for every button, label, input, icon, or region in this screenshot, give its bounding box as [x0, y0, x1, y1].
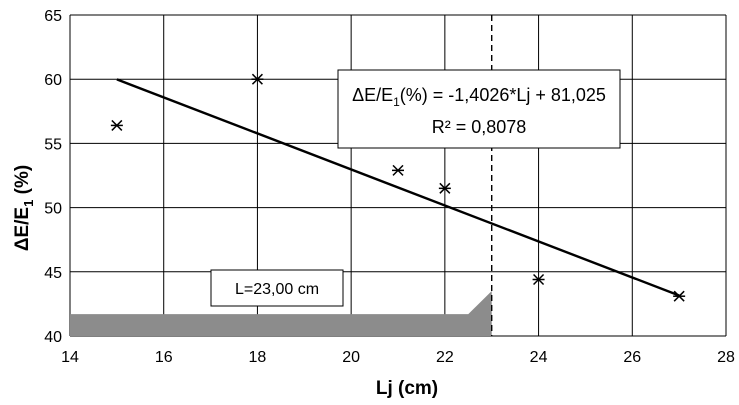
y-tick-label: 45 [44, 265, 62, 282]
data-point [673, 290, 686, 302]
y-tick-label: 50 [44, 201, 62, 218]
length-note-label: L=23,00 cm [235, 281, 319, 298]
shaded-region [70, 291, 492, 336]
x-tick-label: 18 [249, 349, 267, 366]
data-points [110, 73, 686, 302]
trend-equation: ΔE/E1(%) = -1,4026*Lj + 81,025 [352, 85, 606, 109]
x-tick-label: 20 [342, 349, 360, 366]
data-point [251, 73, 264, 85]
x-axis-title: Lj (cm) [376, 378, 438, 399]
tick-labels: 14 16 18 20 22 24 26 28 40 45 50 55 60 65 [44, 8, 735, 366]
y-tick-label: 65 [44, 8, 62, 25]
length-note-frame [210, 269, 344, 307]
data-point [110, 119, 123, 131]
r-squared-label: R² = 0,8078 [432, 117, 527, 137]
x-tick-label: 24 [530, 349, 548, 366]
x-tick-label: 16 [155, 349, 173, 366]
shaded-area [70, 291, 492, 336]
grid [69, 14, 727, 337]
length-note-box: L=23,00 cm [210, 269, 344, 307]
y-tick-label: 40 [44, 329, 62, 346]
data-point [438, 182, 451, 194]
x-tick-label: 22 [436, 349, 454, 366]
x-tick-label: 26 [623, 349, 641, 366]
y-tick-label: 60 [44, 72, 62, 89]
trendline-segment [116, 78, 680, 297]
equation-box-frame [337, 69, 621, 149]
data-point [532, 273, 545, 286]
trendline [116, 78, 680, 297]
x-tick-label: 14 [61, 349, 79, 366]
y-axis-title: ΔE/E1 (%) [12, 165, 36, 251]
data-point [392, 164, 404, 176]
y-tick-label: 55 [44, 136, 62, 153]
x-tick-label: 28 [717, 349, 735, 366]
equation-box: ΔE/E1(%) = -1,4026*Lj + 81,025 R² = 0,80… [337, 69, 621, 149]
